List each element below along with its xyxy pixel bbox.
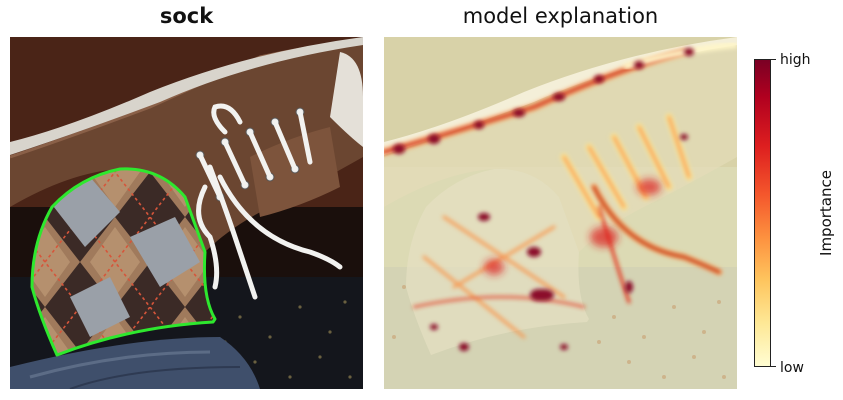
colorbar-label-low: low (780, 360, 804, 376)
photo-panel (10, 37, 363, 389)
saliency-heatmap-icon (384, 37, 737, 389)
photo-shoe-sock-icon (10, 37, 363, 389)
colorbar-tick-low (771, 366, 776, 367)
colorbar-axis-label: Importance (817, 170, 835, 256)
importance-colorbar (754, 59, 771, 367)
panel-title-explanation: model explanation (462, 4, 659, 28)
explanation-panel (384, 37, 737, 389)
colorbar-tick-high (771, 59, 776, 60)
colorbar-label-high: high (780, 52, 811, 68)
panel-title-sock: sock (159, 4, 214, 28)
